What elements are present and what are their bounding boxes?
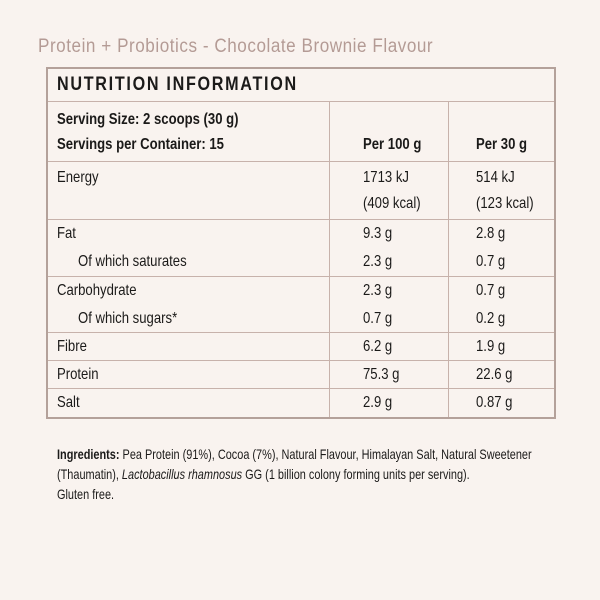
nutrient-row-protein: Protein 75.3 g 22.6 g — [48, 360, 554, 388]
nutrient-value-per30g: 1.9 g — [448, 333, 554, 360]
nutrient-row-energy: Energy 1713 kJ (409 kcal) 514 kJ (123 kc… — [48, 161, 554, 219]
nutrient-label: Fat Of which saturates — [57, 225, 187, 270]
nutrition-table: NUTRITION INFORMATION Serving Size: 2 sc… — [46, 67, 556, 419]
serving-info: Serving Size: 2 scoops (30 g) Servings p… — [48, 102, 329, 161]
nutrient-value-per100g: 75.3 g — [329, 361, 448, 388]
product-title: Protein + Probiotics - Chocolate Brownie… — [38, 36, 434, 57]
column-header-per-30g: Per 30 g — [448, 102, 554, 161]
nutrient-value-per100g: 2.9 g — [329, 389, 448, 417]
nutrient-label: Protein — [57, 366, 99, 383]
table-header-row: NUTRITION INFORMATION — [48, 69, 554, 101]
ingredients-section: Ingredients: Pea Protein (91%), Cocoa (7… — [57, 444, 600, 504]
nutrient-row-salt: Salt 2.9 g 0.87 g — [48, 388, 554, 417]
nutrient-value-per30g: 2.8 g 0.7 g — [448, 220, 554, 276]
nutrient-label: Fibre — [57, 338, 87, 355]
nutrient-value-per100g: 1713 kJ (409 kcal) — [329, 162, 448, 219]
nutrient-label: Carbohydrate Of which sugars* — [57, 282, 178, 327]
ingredients-label: Ingredients: — [57, 446, 120, 462]
nutrient-value-per30g: 22.6 g — [448, 361, 554, 388]
nutrient-row-carbohydrate: Carbohydrate Of which sugars* 2.3 g 0.7 … — [48, 276, 554, 332]
serving-info-row: Serving Size: 2 scoops (30 g) Servings p… — [48, 101, 554, 161]
nutrient-value-per100g: 9.3 g 2.3 g — [329, 220, 448, 276]
ingredients-line-1: Ingredients: Pea Protein (91%), Cocoa (7… — [57, 446, 532, 462]
ingredients-line-2: (Thaumatin), Lactobacillus rhamnosus GG … — [57, 466, 470, 482]
nutrient-value-per100g: 6.2 g — [329, 333, 448, 360]
nutrient-row-fat: Fat Of which saturates 9.3 g 2.3 g 2.8 g… — [48, 219, 554, 276]
nutrient-label: Energy — [57, 169, 99, 186]
table-title: NUTRITION INFORMATION — [57, 74, 298, 95]
column-header-per-100g: Per 100 g — [329, 102, 448, 161]
nutrient-value-per30g: 0.7 g 0.2 g — [448, 277, 554, 332]
nutrient-label: Salt — [57, 394, 80, 411]
nutrient-value-per100g: 2.3 g 0.7 g — [329, 277, 448, 332]
nutrient-value-per30g: 0.87 g — [448, 389, 554, 417]
nutrient-value-per30g: 514 kJ (123 kcal) — [448, 162, 554, 219]
nutrient-row-fibre: Fibre 6.2 g 1.9 g — [48, 332, 554, 360]
probiotic-strain-name: Lactobacillus rhamnosus — [121, 466, 243, 482]
servings-per-container: Servings per Container: 15 — [57, 136, 224, 153]
serving-size: Serving Size: 2 scoops (30 g) — [57, 111, 239, 128]
gluten-free-note: Gluten free. — [57, 486, 115, 502]
